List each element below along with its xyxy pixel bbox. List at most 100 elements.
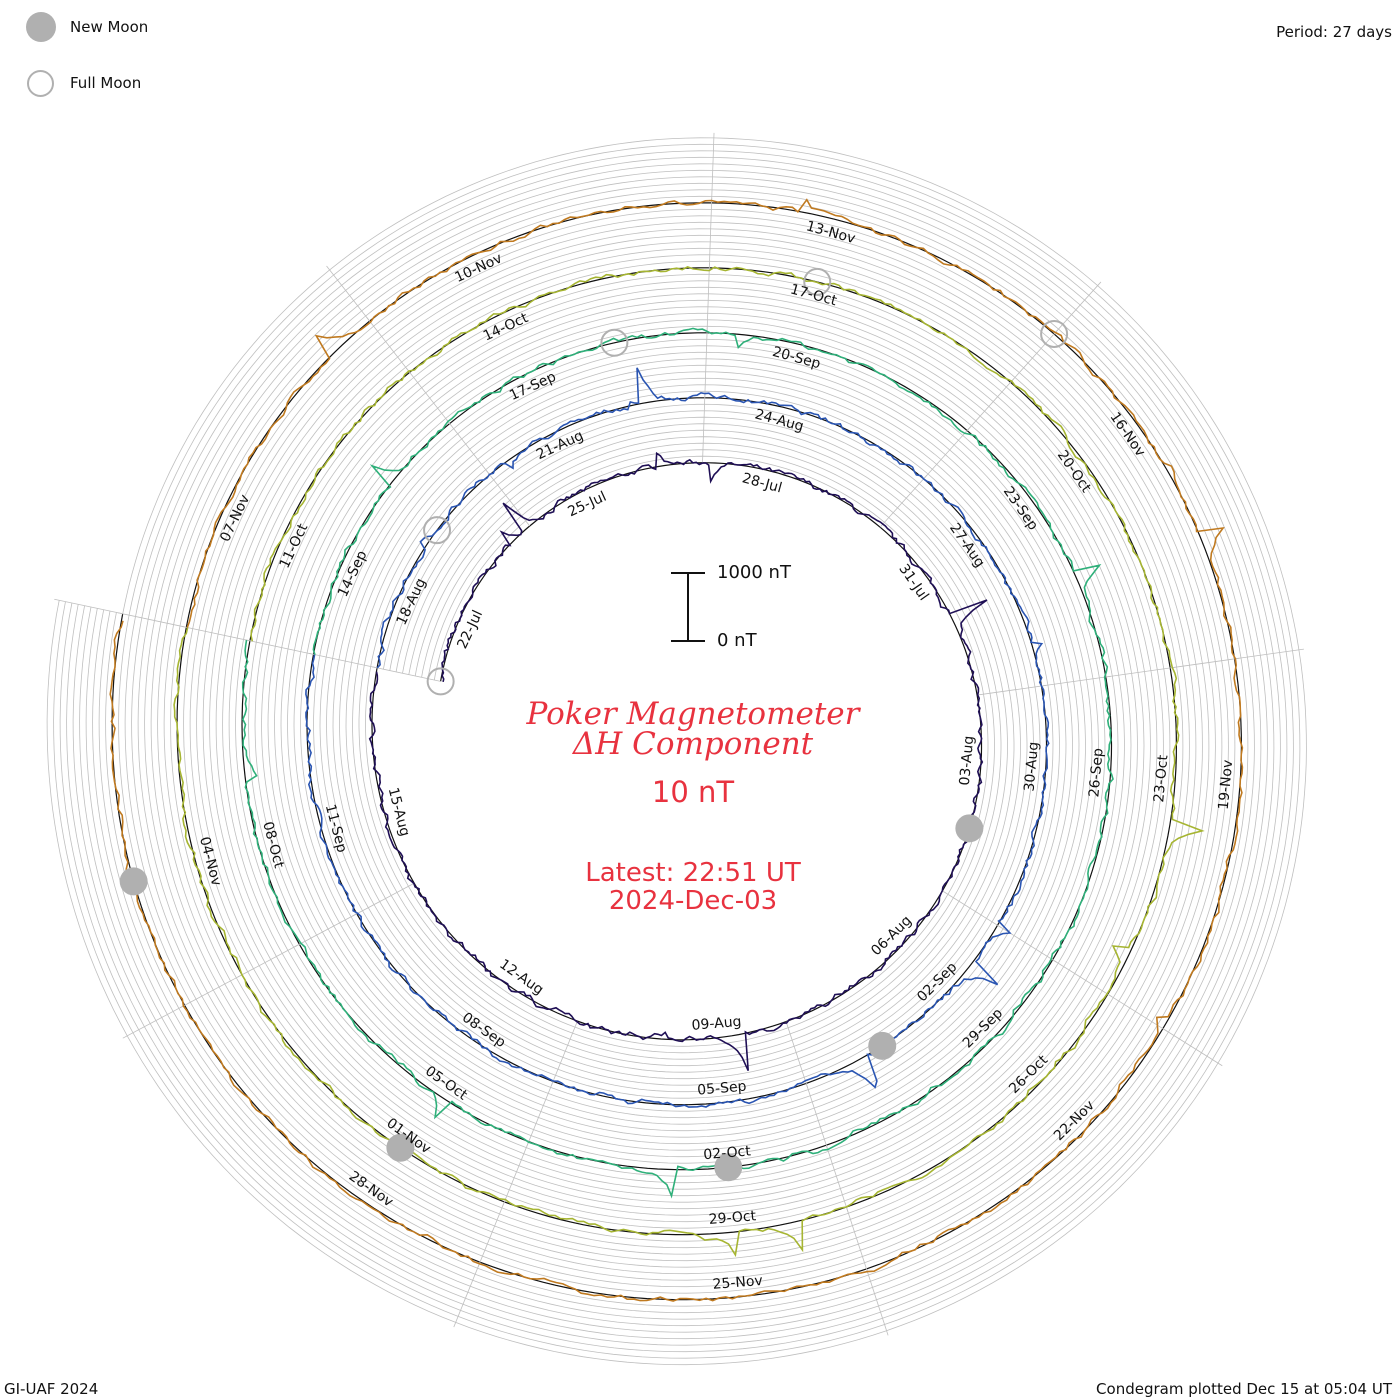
day-spoke <box>1105 666 1176 678</box>
day-spoke <box>1041 675 1111 687</box>
day-spoke <box>352 882 415 917</box>
date-label: 23-Oct <box>1151 754 1171 803</box>
grid-spiral <box>53 143 1301 1359</box>
grid-spiral <box>72 163 1281 1340</box>
day-spoke <box>966 378 1015 431</box>
new-moon-marker <box>868 1031 897 1060</box>
day-spoke <box>942 890 1002 929</box>
date-label: 31-Jul <box>895 561 931 603</box>
scale-bar <box>671 572 705 642</box>
day-spoke <box>805 1083 829 1151</box>
day-spoke <box>1170 657 1240 669</box>
date-label: 26-Sep <box>1086 747 1106 798</box>
day-spoke <box>502 1141 530 1207</box>
grid-spiral <box>66 156 1288 1346</box>
trace-revolution <box>173 266 1205 1258</box>
day-spoke <box>866 1268 889 1336</box>
day-spoke <box>526 1081 554 1147</box>
day-spoke <box>845 1206 869 1274</box>
date-label: 03-Aug <box>957 735 978 786</box>
grid-spiral <box>59 150 1294 1353</box>
day-spoke <box>923 426 971 480</box>
scale-bottom-label: 0 nT <box>717 630 757 651</box>
period-label: Period: 27 days <box>1276 23 1392 41</box>
full-moon-marker <box>423 516 452 545</box>
day-spoke <box>54 598 123 615</box>
day-spoke <box>977 684 1047 696</box>
baseline-label: 10 nT <box>651 775 735 809</box>
day-spoke <box>825 1145 849 1212</box>
full-moon-icon <box>27 69 54 97</box>
latest-time: Latest: 22:51 UT <box>585 858 801 888</box>
legend-full-moon: Full Moon <box>26 68 141 98</box>
grid-spiral <box>98 189 1255 1314</box>
date-label: 09-Aug <box>691 1014 742 1034</box>
footer-credit: GI-UAF 2024 <box>4 1380 99 1398</box>
date-label: 28-Jul <box>740 470 783 496</box>
grid-spiral <box>85 176 1268 1327</box>
footer-plotted: Condegram plotted Dec 15 at 05:04 UT <box>1096 1380 1392 1398</box>
day-spoke <box>477 1201 505 1267</box>
date-label: 29-Sep <box>960 1005 1006 1051</box>
date-label: 25-Jul <box>565 489 609 520</box>
scale-top-label: 1000 nT <box>717 562 791 583</box>
day-spoke <box>1234 648 1304 660</box>
day-spoke <box>117 612 187 628</box>
day-spoke <box>1053 281 1102 335</box>
date-label: 25-Nov <box>712 1273 763 1293</box>
magnetometer-trace <box>109 198 1244 1302</box>
trace-revolution <box>241 327 1114 1199</box>
day-spoke <box>785 1021 809 1089</box>
day-spoke <box>708 197 713 268</box>
day-spoke <box>1162 1028 1223 1067</box>
date-label: 23-Sep <box>1000 484 1041 534</box>
day-spoke <box>326 265 370 322</box>
date-label: 02-Oct <box>703 1143 752 1163</box>
date-label: 22-Jul <box>454 608 486 651</box>
day-spoke <box>308 652 378 669</box>
chart-title: Poker Magnetometer <box>526 696 860 732</box>
day-spoke <box>181 625 250 642</box>
day-spoke <box>704 327 708 398</box>
day-spoke <box>1010 329 1058 383</box>
legend-new-moon: New Moon <box>26 12 148 42</box>
day-spoke <box>294 913 357 947</box>
legend-new-moon-label: New Moon <box>70 18 149 36</box>
day-spoke <box>1107 993 1168 1032</box>
date-label: 21-Aug <box>534 428 586 463</box>
date-label: 05-Sep <box>697 1079 748 1099</box>
day-spoke <box>997 924 1058 963</box>
day-spoke <box>711 132 715 203</box>
grid-spiral <box>92 182 1262 1320</box>
trace-revolution <box>305 367 1050 1108</box>
day-spoke <box>702 392 706 463</box>
day-spoke <box>1052 959 1113 998</box>
date-label: 10-Nov <box>452 250 504 286</box>
date-label: 29-Oct <box>708 1208 757 1228</box>
full-moon-marker <box>600 328 629 357</box>
spiral-grid <box>46 137 1307 1366</box>
trace-revolution <box>368 451 988 1072</box>
baseline-spiral <box>111 202 1243 1301</box>
moon-phase-markers <box>119 267 1069 1182</box>
day-spokes <box>54 132 1304 1336</box>
latest-date: 2024-Dec-03 <box>608 886 778 916</box>
day-spoke <box>453 1262 481 1328</box>
day-spoke <box>706 262 710 333</box>
legend-full-moon-label: Full Moon <box>70 74 142 92</box>
date-label: 30-Aug <box>1022 741 1043 792</box>
date-label: 02-Sep <box>914 959 960 1005</box>
full-moon-marker <box>803 267 832 296</box>
full-moon-marker <box>1040 319 1069 348</box>
chart-subtitle: ΔH Component <box>572 726 814 762</box>
new-moon-marker <box>386 1133 415 1162</box>
day-spoke <box>122 1004 185 1039</box>
date-label: 19-Nov <box>1216 759 1237 810</box>
full-moon-marker <box>426 667 455 696</box>
day-spoke <box>879 474 928 528</box>
day-spoke <box>237 943 300 978</box>
new-moon-icon <box>26 12 56 42</box>
grid-spiral <box>105 195 1249 1307</box>
day-spoke <box>406 368 450 424</box>
